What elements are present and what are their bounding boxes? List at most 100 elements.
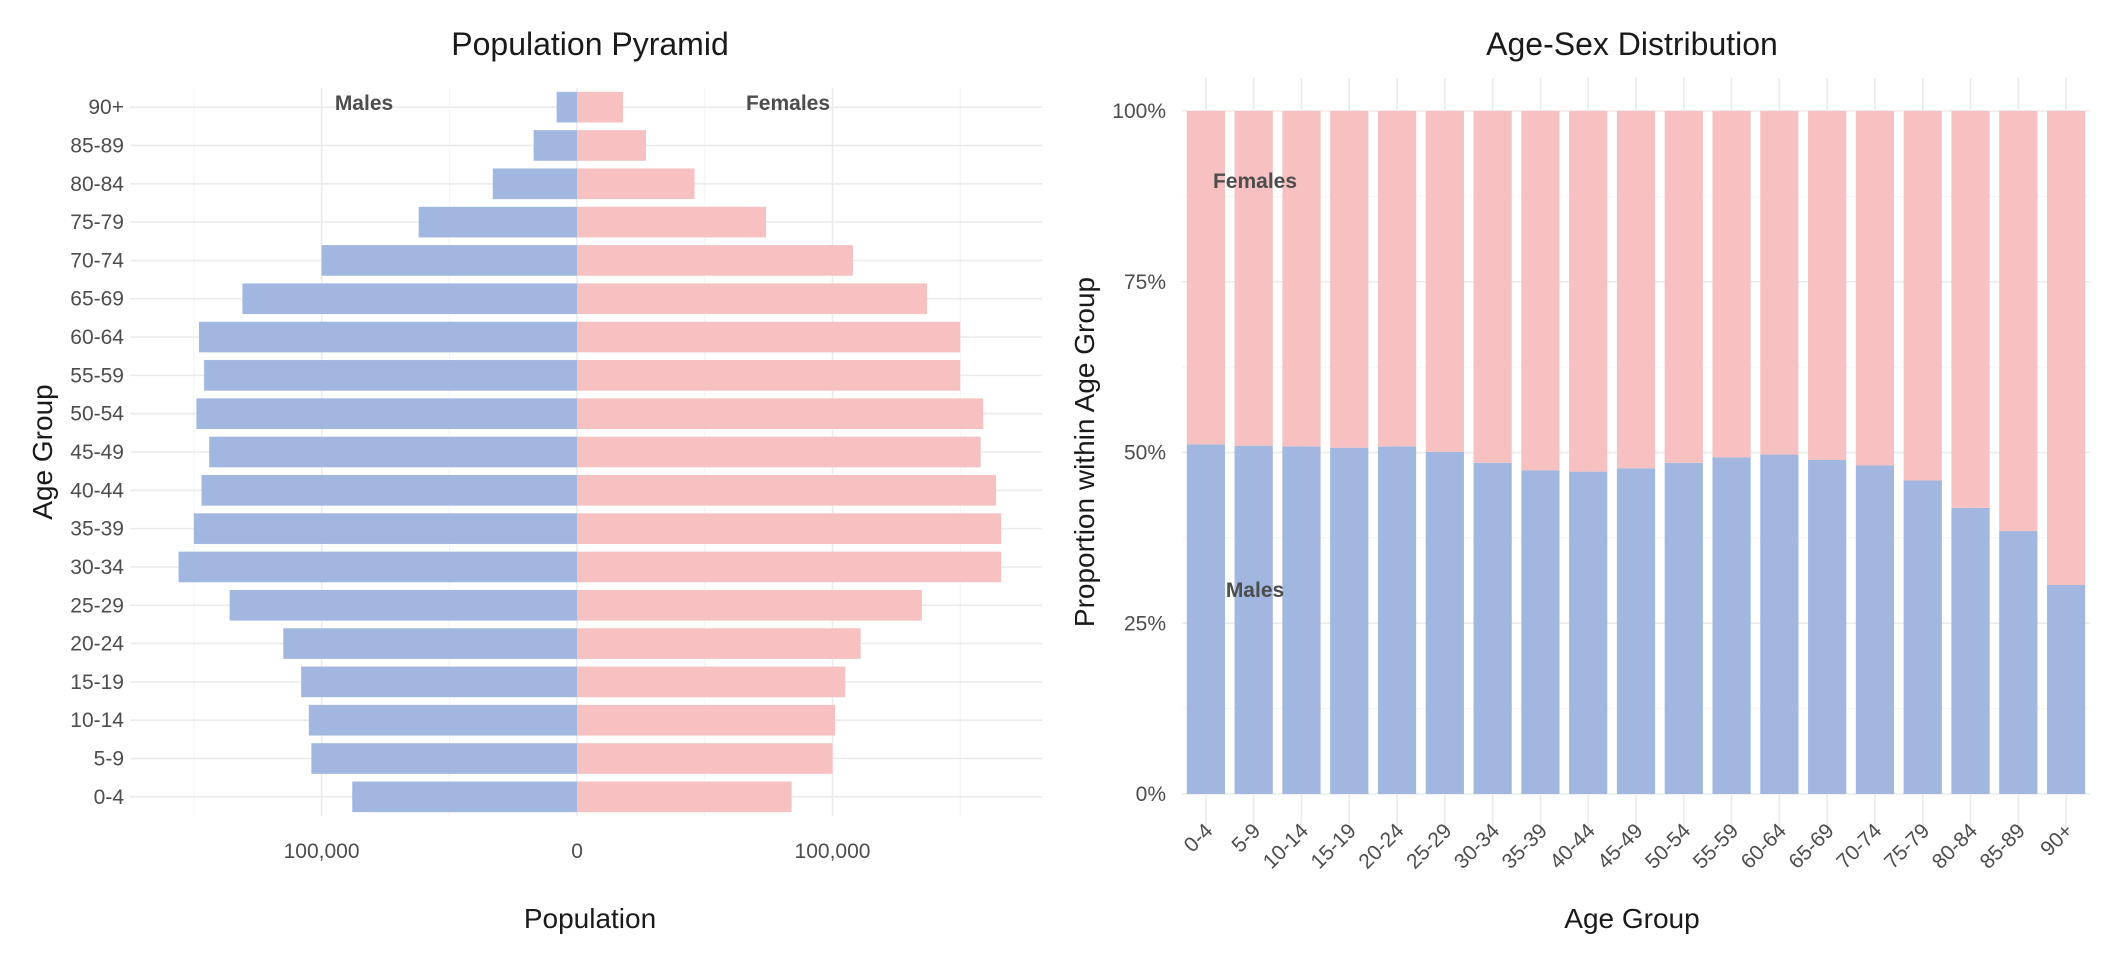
distribution-bar-males [1473,462,1512,794]
pyramid-bar-males [308,704,578,736]
distribution-females-annotation: Females [1213,170,1297,193]
pyramid-x-tick-label: 0 [571,840,583,863]
distribution-bar-males [1521,470,1560,794]
pyramid-bar-males [204,360,578,391]
pyramid-y-tick-label: 25-29 [70,594,124,617]
distribution-bar-females [1473,111,1512,463]
distribution-bar-females [1521,111,1560,471]
distribution-bar-males [1282,446,1321,794]
pyramid-bar-females [577,551,1002,583]
distribution-y-tick-label: 50% [1124,442,1166,465]
distribution-bar-females [1808,111,1847,461]
distribution-males-annotation: Males [1226,579,1284,602]
pyramid-bar-males [196,398,578,430]
pyramid-bar-females [577,589,922,621]
pyramid-y-tick-label: 50-54 [70,403,124,426]
distribution-x-tick-label: 20-24 [1354,819,1408,873]
distribution-x-tick-label: 5-9 [1227,819,1265,857]
distribution-x-tick-label: 35-39 [1498,819,1552,873]
pyramid-bar-males [201,474,578,506]
pyramid-bar-females [577,743,833,774]
distribution-bar-males [1760,454,1799,794]
pyramid-bar-males [321,245,578,276]
distribution-bar-males [1664,462,1703,794]
pyramid-x-tick-label: 100,000 [284,840,360,863]
pyramid-bar-males [229,589,578,621]
distribution-bar-males [1234,445,1273,794]
distribution-y-axis-title: Proportion within Age Group [1069,277,1100,627]
pyramid-y-tick-label: 85-89 [70,134,124,157]
distribution-x-tick-label: 50-54 [1641,819,1695,873]
pyramid-bar-females [577,168,695,200]
distribution-bar-males [1377,446,1417,794]
distribution-bar-females [1425,111,1464,452]
distribution-bar-females [1999,111,2038,532]
pyramid-bar-females [577,321,961,353]
pyramid-bar-males [352,781,578,813]
pyramid-y-tick-label: 30-34 [70,556,124,579]
distribution-x-tick-labels: 0-4 5-910-1415-1920-2425-2930-3435-3940-4… [1180,819,2078,873]
pyramid-bar-females [577,781,792,813]
distribution-bar-males [1330,447,1369,794]
distribution-x-tick-label: 45-49 [1593,819,1647,873]
pyramid-bar-females [577,628,861,659]
pyramid-bar-females [577,474,997,506]
pyramid-y-tick-label: 45-49 [70,441,124,464]
distribution-x-tick-label: 65-69 [1784,819,1838,873]
distribution-bar-females [1186,111,1226,445]
pyramid-y-tick-label: 40-44 [70,479,124,502]
distribution-bar-males [1569,471,1608,794]
pyramid-y-axis-title: Age Group [27,384,58,519]
pyramid-bars [178,91,1002,813]
distribution-x-tick-label: 15-19 [1307,819,1361,873]
distribution-x-tick-label: 55-59 [1689,819,1743,873]
age-sex-distribution-panel: 0% 25% 50% 75% 100% 0-4 5-910-1415-1920-2425-… [1069,26,2090,934]
distribution-x-tick-label: 0-4 [1180,819,1218,857]
distribution-x-tick-label: 90+ [2036,819,2077,860]
distribution-bar-females [1903,111,1942,481]
distribution-bar-females [1855,111,1895,466]
pyramid-bar-males [193,513,578,544]
pyramid-title: Population Pyramid [451,26,728,62]
distribution-bar-males [1951,507,1990,794]
distribution-bar-females [1760,111,1799,455]
pyramid-bar-females [577,513,1002,544]
pyramid-bar-males [311,743,578,774]
pyramid-y-tick-label: 35-39 [70,518,124,541]
distribution-bar-males [2046,585,2086,794]
pyramid-bar-males [283,628,578,659]
pyramid-bar-females [577,283,928,315]
distribution-bar-females [1234,111,1273,446]
pyramid-males-annotation: Males [335,92,393,115]
pyramid-bar-females [577,130,647,161]
pyramid-bar-females [577,666,846,698]
pyramid-bar-females [577,91,624,123]
pyramid-x-axis-title: Population [524,903,656,934]
pyramid-y-tick-label: 0-4 [94,786,125,809]
distribution-bar-males [1186,444,1226,794]
distribution-bar-males [1616,468,1656,794]
pyramid-y-tick-label: 75-79 [70,211,124,234]
population-pyramid-panel: 0-4 5-9 10-14 15-19 20-24 25-29 30-34 35-39 40-4… [27,26,1042,934]
distribution-y-tick-label: 0% [1136,783,1166,806]
distribution-bar-males [1425,451,1464,794]
pyramid-bar-males [492,168,578,200]
pyramid-bar-males [198,321,578,353]
distribution-bar-females [1951,111,1990,508]
pyramid-x-tick-label: 100,000 [795,840,871,863]
pyramid-bar-females [577,206,767,238]
distribution-x-tick-label: 60-64 [1737,819,1791,873]
distribution-x-axis-title: Age Group [1564,903,1699,934]
pyramid-y-tick-label: 90+ [88,96,124,119]
distribution-bar-males [1808,460,1847,794]
distribution-bar-females [1664,111,1703,463]
pyramid-y-tick-label: 60-64 [70,326,124,349]
distribution-bar-females [1330,111,1369,448]
distribution-bar-males [1999,531,2038,794]
distribution-x-tick-label: 25-29 [1402,819,1456,873]
distribution-x-tick-label: 10-14 [1259,819,1313,873]
distribution-bar-males [1903,480,1942,794]
pyramid-x-tick-labels: 100,000 0 100,000 [284,840,871,863]
